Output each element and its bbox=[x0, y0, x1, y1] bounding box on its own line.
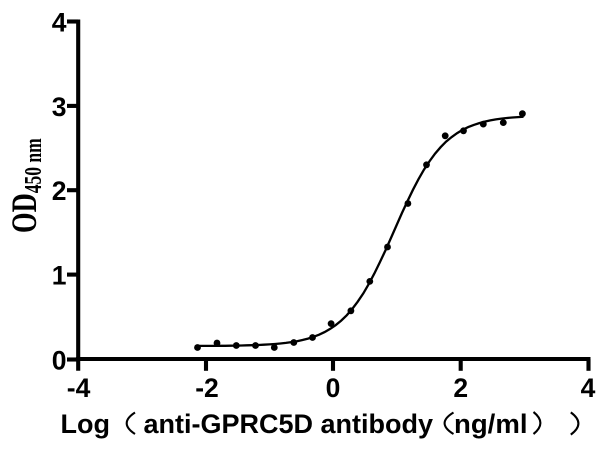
svg-text:2: 2 bbox=[52, 176, 67, 206]
svg-text:0: 0 bbox=[326, 373, 341, 403]
svg-text:3: 3 bbox=[52, 92, 67, 122]
svg-text:4: 4 bbox=[52, 8, 67, 38]
svg-text:anti-GPRC5D antibody: anti-GPRC5D antibody bbox=[144, 409, 434, 439]
svg-text:4: 4 bbox=[581, 373, 596, 403]
svg-text:ng/ml: ng/ml bbox=[454, 409, 528, 439]
svg-text:2: 2 bbox=[453, 373, 468, 403]
svg-text:-4: -4 bbox=[67, 373, 91, 403]
svg-text:0: 0 bbox=[52, 345, 67, 375]
svg-text:1: 1 bbox=[52, 261, 67, 291]
svg-text:-2: -2 bbox=[195, 373, 219, 403]
svg-text:Log: Log bbox=[61, 409, 110, 439]
